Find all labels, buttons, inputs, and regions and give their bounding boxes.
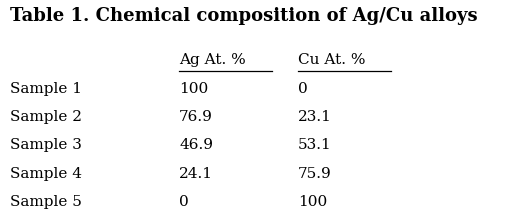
Text: Cu At. %: Cu At. % — [298, 52, 365, 66]
Text: Sample 3: Sample 3 — [10, 138, 82, 152]
Text: Table 1. Chemical composition of Ag/Cu alloys: Table 1. Chemical composition of Ag/Cu a… — [10, 7, 478, 25]
Text: Ag At. %: Ag At. % — [179, 52, 246, 66]
Text: Sample 1: Sample 1 — [10, 82, 82, 96]
Text: Sample 2: Sample 2 — [10, 110, 82, 124]
Text: 46.9: 46.9 — [179, 138, 213, 152]
Text: 24.1: 24.1 — [179, 167, 213, 181]
Text: 100: 100 — [179, 82, 208, 96]
Text: 0: 0 — [298, 82, 307, 96]
Text: 100: 100 — [298, 195, 327, 209]
Text: Sample 4: Sample 4 — [10, 167, 82, 181]
Text: 75.9: 75.9 — [298, 167, 332, 181]
Text: 53.1: 53.1 — [298, 138, 332, 152]
Text: Sample 5: Sample 5 — [10, 195, 82, 209]
Text: 0: 0 — [179, 195, 189, 209]
Text: 76.9: 76.9 — [179, 110, 213, 124]
Text: 23.1: 23.1 — [298, 110, 332, 124]
